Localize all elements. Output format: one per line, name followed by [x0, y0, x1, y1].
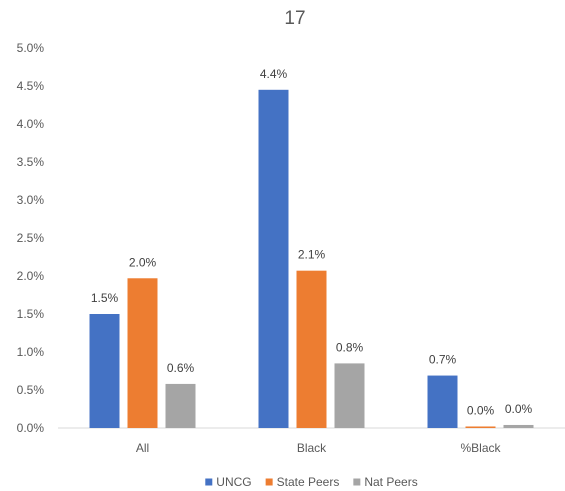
bar-state-peers-all: [127, 278, 158, 428]
data-labels: 1.5% 2.0% 0.6% 4.4% 2.1% 0.8% 0.7% 0.0% 0.0%: [91, 67, 533, 418]
data-label: 4.4%: [260, 67, 288, 81]
x-category-label: %Black: [460, 441, 501, 455]
y-tick-label: 0.0%: [17, 421, 45, 435]
data-label: 0.0%: [505, 402, 533, 416]
y-tick-label: 1.0%: [17, 345, 45, 359]
y-axis: 0.0% 0.5% 1.0% 1.5% 2.0% 2.5% 3.0% 3.5% 4.0% 4.5%…: [17, 41, 45, 435]
x-axis: All Black %Black: [136, 441, 502, 455]
data-label: 0.7%: [429, 353, 457, 367]
x-category-label: Black: [297, 441, 327, 455]
legend-label: State Peers: [277, 475, 340, 489]
bar-uncg-black: [427, 375, 458, 428]
bar-state-peers-black: [465, 426, 496, 428]
legend-swatch: [265, 478, 273, 486]
legend-label: UNCG: [216, 475, 251, 489]
y-tick-label: 4.5%: [17, 79, 45, 93]
y-tick-label: 1.5%: [17, 307, 45, 321]
bars: [89, 89, 534, 429]
y-tick-label: 0.5%: [17, 383, 45, 397]
bar-nat-peers-black: [503, 424, 534, 428]
y-tick-label: 2.5%: [17, 231, 45, 245]
y-tick-label: 2.0%: [17, 269, 45, 283]
data-label: 0.8%: [336, 340, 364, 354]
data-label: 0.0%: [467, 403, 495, 417]
data-label: 2.1%: [298, 248, 326, 262]
legend-swatch: [205, 478, 213, 486]
y-tick-label: 3.0%: [17, 193, 45, 207]
x-category-label: All: [136, 441, 149, 455]
bar-uncg-all: [89, 314, 120, 428]
legend-swatch: [353, 478, 361, 486]
legend-label: Nat Peers: [364, 475, 417, 489]
bar-nat-peers-all: [165, 383, 196, 428]
y-tick-label: 3.5%: [17, 155, 45, 169]
bar-nat-peers-black: [334, 363, 365, 428]
y-tick-label: 4.0%: [17, 117, 45, 131]
data-label: 0.6%: [167, 361, 195, 375]
data-label: 1.5%: [91, 291, 119, 305]
y-tick-label: 5.0%: [17, 41, 45, 55]
bar-state-peers-black: [296, 270, 327, 428]
data-label: 2.0%: [129, 255, 157, 269]
legend: UNCG State Peers Nat Peers: [205, 475, 418, 489]
bar-uncg-black: [258, 89, 289, 429]
chart-title: 17: [284, 8, 305, 29]
